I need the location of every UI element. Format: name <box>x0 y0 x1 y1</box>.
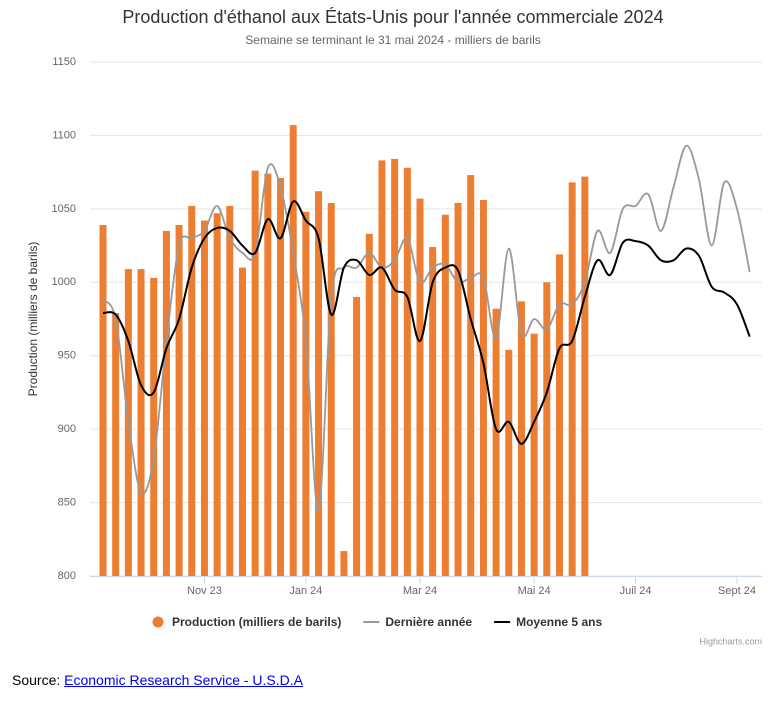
bar <box>467 175 475 576</box>
bar <box>543 282 551 576</box>
bar <box>175 225 183 577</box>
y-axis-title: Production (milliers de barils) <box>26 242 40 397</box>
x-tick-label: Nov 23 <box>187 585 222 597</box>
x-tick-label: Juil 24 <box>620 585 652 597</box>
x-tick-label: Mai 24 <box>518 585 551 597</box>
bar <box>441 214 449 576</box>
bar <box>479 200 487 576</box>
y-tick-label: 1150 <box>52 56 76 68</box>
bar <box>454 202 462 577</box>
y-tick-label: 1100 <box>52 129 76 141</box>
bar <box>391 158 399 576</box>
x-tick-label: Sept 24 <box>718 585 756 597</box>
chart: Production d'éthanol aux États-Unis pour… <box>26 7 762 646</box>
bar <box>365 233 373 576</box>
legend-label: Production (milliers de barils) <box>172 615 341 629</box>
y-tick-label: 1000 <box>52 276 76 288</box>
bar <box>429 247 437 577</box>
bar <box>213 213 221 576</box>
bar <box>302 211 310 576</box>
legend-symbol <box>152 616 164 628</box>
line <box>102 144 751 511</box>
y-tick-label: 900 <box>58 423 76 435</box>
bar <box>416 198 424 576</box>
bar <box>492 308 500 576</box>
bar <box>226 205 234 577</box>
source-link[interactable]: Economic Research Service - U.S.D.A <box>64 672 303 688</box>
credits: Highcharts.com <box>699 636 762 646</box>
bar <box>403 167 411 577</box>
bar <box>200 220 208 576</box>
y-tick-label: 1050 <box>52 203 76 215</box>
y-tick-label: 850 <box>58 496 76 508</box>
chart-subtitle: Semaine se terminant le 31 mai 2024 - mi… <box>245 33 540 47</box>
bar <box>327 202 335 577</box>
bar <box>555 254 563 576</box>
source: Source: Economic Research Service - U.S.… <box>12 672 303 688</box>
chart-title: Production d'éthanol aux États-Unis pour… <box>122 7 663 27</box>
bar <box>137 269 145 576</box>
legend-label: Moyenne 5 ans <box>516 615 602 629</box>
y-tick-label: 800 <box>58 570 76 582</box>
legend-label: Dernière année <box>385 615 472 629</box>
bar <box>264 173 272 576</box>
bar <box>530 333 538 576</box>
bar <box>150 277 158 576</box>
bar <box>162 230 170 576</box>
source-label: Source: <box>12 672 61 688</box>
bar <box>251 170 259 576</box>
bar <box>289 125 297 577</box>
x-tick-label: Jan 24 <box>289 585 322 597</box>
bar <box>340 551 348 576</box>
y-tick-label: 950 <box>58 350 76 362</box>
bar <box>505 349 513 576</box>
bar <box>277 178 285 576</box>
bar <box>353 296 361 576</box>
bar <box>568 182 576 576</box>
bar <box>188 205 196 577</box>
bar <box>378 160 386 576</box>
x-tick-label: Mar 24 <box>403 585 437 597</box>
line <box>102 200 751 445</box>
bar <box>517 301 525 576</box>
bar <box>112 313 120 576</box>
bar <box>315 191 323 576</box>
bar <box>581 176 589 576</box>
bar <box>99 225 107 577</box>
bar <box>238 267 246 576</box>
